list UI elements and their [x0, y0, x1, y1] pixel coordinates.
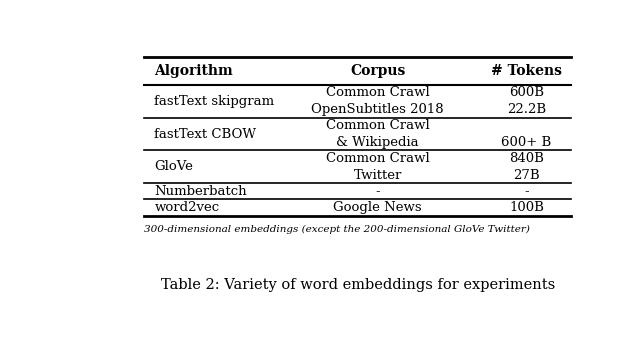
- Text: fastText CBOW: fastText CBOW: [154, 127, 257, 140]
- Text: OpenSubtitles 2018: OpenSubtitles 2018: [311, 103, 444, 116]
- Text: -: -: [524, 185, 529, 198]
- Text: word2vec: word2vec: [154, 201, 220, 214]
- Text: Common Crawl: Common Crawl: [326, 119, 429, 132]
- Text: 600B: 600B: [509, 86, 544, 99]
- Text: 22.2B: 22.2B: [507, 103, 546, 116]
- Text: GloVe: GloVe: [154, 160, 193, 173]
- Text: Table 2: Variety of word embeddings for experiments: Table 2: Variety of word embeddings for …: [161, 278, 555, 292]
- Text: Google News: Google News: [333, 201, 422, 214]
- Text: fastText skipgram: fastText skipgram: [154, 95, 275, 108]
- Text: Algorithm: Algorithm: [154, 64, 233, 78]
- Text: 100B: 100B: [509, 201, 544, 214]
- Text: Corpus: Corpus: [350, 64, 405, 78]
- Text: & Wikipedia: & Wikipedia: [336, 136, 419, 149]
- Text: 300-dimensional embeddings (except the 200-dimensional GloVe Twitter): 300-dimensional embeddings (except the 2…: [145, 225, 531, 234]
- Text: Common Crawl: Common Crawl: [326, 152, 429, 165]
- Text: Twitter: Twitter: [353, 169, 402, 182]
- Text: -: -: [375, 185, 380, 198]
- Text: # Tokens: # Tokens: [491, 64, 562, 78]
- Text: 840B: 840B: [509, 152, 544, 165]
- Text: Common Crawl: Common Crawl: [326, 86, 429, 99]
- Text: 27B: 27B: [513, 169, 540, 182]
- Text: 600+ B: 600+ B: [501, 136, 552, 149]
- Text: Numberbatch: Numberbatch: [154, 185, 247, 198]
